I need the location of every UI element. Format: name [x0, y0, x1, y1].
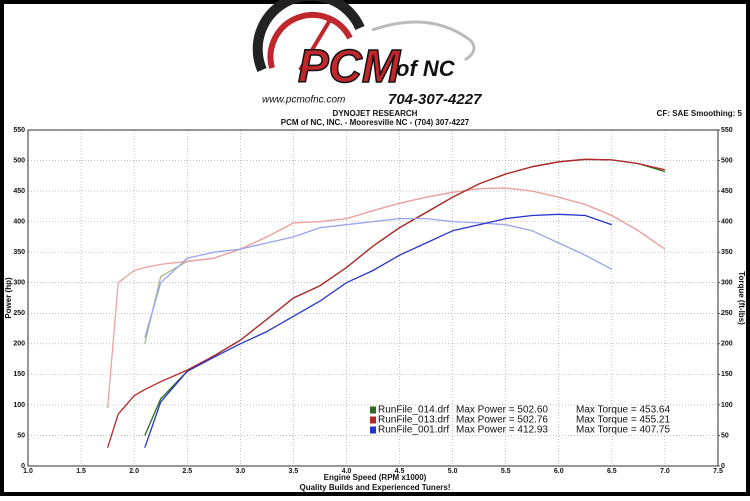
legend-name: RunFile_013.drf — [378, 415, 449, 426]
y-tick-label: 350 — [13, 249, 25, 256]
y-tick-label: 150 — [13, 371, 25, 378]
y-axis-title: Power (hp) — [4, 277, 13, 319]
legend-max-power: Max Power = 412.93 — [456, 425, 548, 436]
x-tick-label: 1.0 — [23, 468, 33, 475]
x-tick-label: 5.5 — [501, 468, 511, 475]
y2-tick-label: 200 — [721, 341, 733, 348]
y2-tick-label: 50 — [721, 432, 729, 439]
x-tick-label: 4.0 — [342, 468, 352, 475]
y2-tick-label: 550 — [721, 127, 733, 134]
y-tick-label: 450 — [13, 188, 25, 195]
y-tick-label: 550 — [13, 127, 25, 134]
torque-line — [106, 187, 666, 409]
legend-swatch — [370, 416, 376, 424]
x-tick-label: 3.5 — [289, 468, 299, 475]
legend-name: RunFile_001.drf — [378, 425, 449, 436]
y2-tick-label: 250 — [721, 310, 733, 317]
footer: Quality Builds and Experienced Tuners! — [300, 483, 451, 492]
y-tick-label: 400 — [13, 218, 25, 225]
x-tick-label: 6.0 — [554, 468, 564, 475]
x-tick-label: 3.0 — [235, 468, 245, 475]
x-tick-label: 1.5 — [76, 468, 86, 475]
x-tick-label: 7.0 — [660, 468, 670, 475]
legend-swatch — [370, 406, 376, 414]
y-tick-label: 0 — [21, 463, 25, 470]
x-tick-label: 2.5 — [182, 468, 192, 475]
y-tick-label: 500 — [13, 157, 25, 164]
y-tick-label: 250 — [13, 310, 25, 317]
y2-tick-label: 100 — [721, 402, 733, 409]
y2-tick-label: 400 — [721, 218, 733, 225]
website: www.pcmofnc.com — [262, 95, 345, 106]
y2-tick-label: 500 — [721, 157, 733, 164]
legend-max-power: Max Power = 502.76 — [456, 415, 548, 426]
logo-suffix: of NC — [396, 56, 456, 81]
legend-max-torque: Max Torque = 407.75 — [576, 425, 670, 436]
x-tick-label: 7.5 — [713, 468, 723, 475]
power-line — [106, 158, 666, 448]
x-tick-label: 4.5 — [395, 468, 405, 475]
x-axis-title: Engine Speed (RPM x1000) — [324, 473, 427, 482]
legend-name: RunFile_014.drf — [378, 405, 449, 416]
y-tick-label: 300 — [13, 280, 25, 287]
y2-tick-label: 350 — [721, 249, 733, 256]
annotation: CF: SAE Smoothing: 5 — [657, 109, 743, 118]
y2-axis-title: Torque (ft-lbs) — [737, 271, 746, 325]
x-tick-label: 5.0 — [448, 468, 458, 475]
legend-max-torque: Max Torque = 455.21 — [576, 415, 670, 426]
torque-line — [144, 217, 613, 338]
y2-tick-label: 0 — [721, 463, 725, 470]
plot-area — [27, 129, 719, 467]
phone: 704-307-4227 — [388, 91, 482, 108]
x-tick-label: 6.5 — [607, 468, 617, 475]
logo: PCM of NC www.pcmofnc.com 704-307-4227 — [252, 0, 482, 108]
logo-text: PCM — [298, 40, 402, 92]
y2-tick-label: 300 — [721, 280, 733, 287]
power-line — [144, 213, 613, 448]
chart-subtitle: PCM of NC, INC. - Mooresville NC - (704)… — [281, 118, 470, 127]
x-tick-label: 2.0 — [129, 468, 139, 475]
chart-title: DYNOJET RESEARCH — [333, 109, 418, 118]
legend-max-torque: Max Torque = 453.64 — [576, 405, 670, 416]
y-tick-label: 100 — [13, 402, 25, 409]
legend-swatch — [370, 426, 376, 434]
y2-tick-label: 150 — [721, 371, 733, 378]
y-tick-label: 200 — [13, 341, 25, 348]
legend-max-power: Max Power = 502.60 — [456, 405, 548, 416]
y-tick-label: 50 — [17, 432, 25, 439]
y2-tick-label: 450 — [721, 188, 733, 195]
